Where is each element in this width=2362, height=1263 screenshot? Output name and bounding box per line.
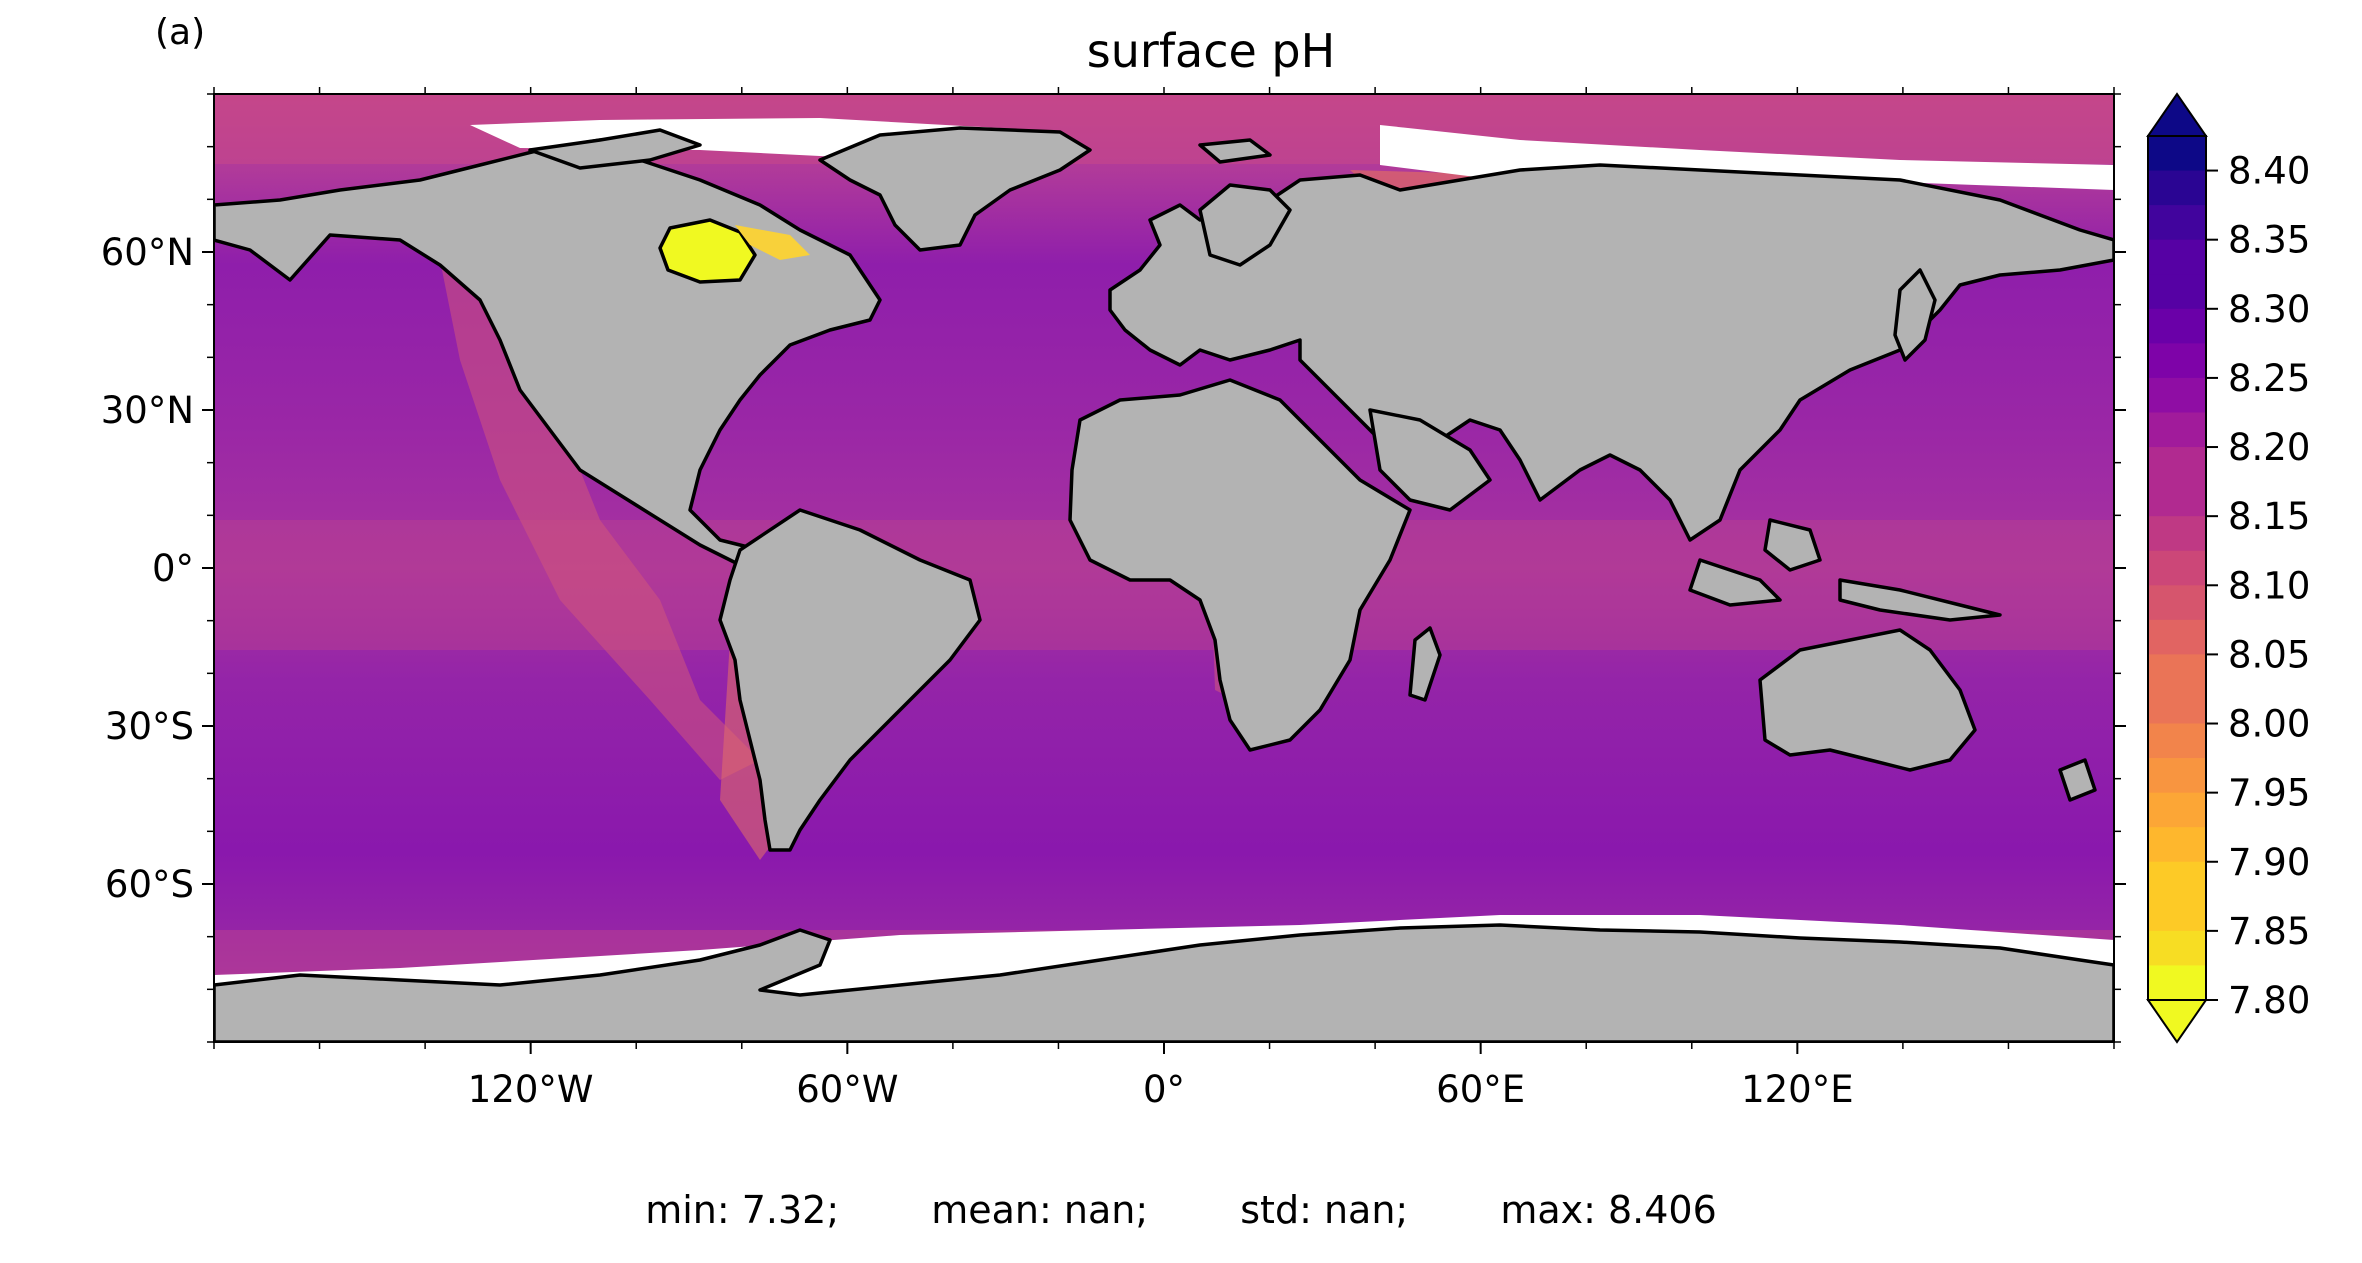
africa xyxy=(1068,378,1412,752)
colorbar-tick-label: 8.00 xyxy=(2228,703,2310,746)
lon-tick-label: 0° xyxy=(1143,1068,1185,1111)
statistics-line: min: 7.32; mean: nan; std: nan; max: 8.4… xyxy=(0,1188,2362,1232)
colorbar: 7.80 7.85 7.90 7.95 8.00 8.05 8.10 8.15 8.20 8.25… xyxy=(2146,92,2310,1044)
south-america xyxy=(718,508,982,852)
stat-min: min: 7.32; xyxy=(645,1188,840,1232)
stat-max: max: 8.406 xyxy=(1500,1188,1717,1232)
colorbar-tick-label: 7.80 xyxy=(2228,979,2310,1022)
colorbar-frame xyxy=(2147,135,2207,1001)
australia xyxy=(1758,628,1977,772)
colorbar-level xyxy=(2148,550,2206,586)
lon-tick-label: 120°E xyxy=(1741,1068,1854,1111)
colorbar-level xyxy=(2148,377,2206,414)
lat-tick-label: 60°N xyxy=(101,231,194,274)
hudson-bay xyxy=(658,218,757,284)
colorbar-level xyxy=(2148,343,2206,379)
lon-tick-label: 60°W xyxy=(796,1068,898,1111)
colorbar-level xyxy=(2148,688,2206,725)
colorbar-tick-label: 8.05 xyxy=(2228,633,2310,676)
colorbar-tick-label: 8.40 xyxy=(2228,150,2310,193)
lon-tick-label: 120°W xyxy=(468,1068,594,1111)
colorbar-tick-label: 8.15 xyxy=(2228,495,2310,538)
colorbar-level xyxy=(2148,723,2206,759)
japan xyxy=(1893,268,1937,362)
colorbar-level xyxy=(2148,792,2206,828)
longitude-axis: 120°W 60°W 0° 60°E 120°E xyxy=(468,1042,1854,1111)
colorbar-tick-label: 7.85 xyxy=(2228,910,2310,953)
colorbar-level xyxy=(2148,516,2206,552)
lat-tick-label: 30°S xyxy=(105,705,194,748)
lat-tick-label: 30°N xyxy=(101,389,194,432)
stat-std: std: nan; xyxy=(1240,1188,1409,1232)
colorbar-level xyxy=(2148,136,2206,172)
colorbar-extend-max xyxy=(2146,92,2208,137)
colorbar-level xyxy=(2148,896,2206,932)
colorbar-level xyxy=(2148,827,2206,863)
panel-label: (a) xyxy=(155,12,206,53)
stat-mean: mean: nan; xyxy=(931,1188,1149,1232)
colorbar-tick-label: 7.90 xyxy=(2228,841,2310,884)
colorbar-tick-label: 8.30 xyxy=(2228,288,2310,331)
colorbar-tick-label: 8.10 xyxy=(2228,564,2310,607)
antarctica xyxy=(214,923,2114,1042)
colorbar-level xyxy=(2148,239,2206,275)
colorbar-level xyxy=(2148,654,2206,690)
colorbar-level xyxy=(2148,447,2206,483)
latitude-axis: 60°N 30°N 0° 30°S 60°S xyxy=(101,231,2126,906)
colorbar-level xyxy=(2148,861,2206,897)
map-title: surface pH xyxy=(1086,24,1336,78)
colorbar-level xyxy=(2148,585,2206,621)
colorbar-level xyxy=(2148,481,2206,517)
colorbar-extend-min xyxy=(2146,999,2208,1044)
colorbar-level xyxy=(2148,619,2206,655)
colorbar-level xyxy=(2148,274,2206,310)
greenland xyxy=(818,126,1092,252)
lat-tick-label: 0° xyxy=(152,547,194,590)
colorbar-level xyxy=(2148,170,2206,206)
minor-ticks xyxy=(207,87,2121,1049)
scandinavia xyxy=(1198,183,1292,267)
colorbar-tick-label: 8.35 xyxy=(2228,219,2310,262)
colorbar-tick-label: 8.20 xyxy=(2228,426,2310,469)
colorbar-tick-label: 7.95 xyxy=(2228,772,2310,815)
colorbar-level xyxy=(2148,930,2206,967)
land xyxy=(214,126,2114,1042)
colorbar-level xyxy=(2148,965,2206,1001)
colorbar-level xyxy=(2148,308,2206,344)
lon-tick-label: 60°E xyxy=(1436,1068,1525,1111)
eurasia xyxy=(1108,163,2114,542)
colorbar-tick-label: 8.25 xyxy=(2228,357,2310,400)
colorbar-level xyxy=(2148,758,2206,794)
colorbar-level xyxy=(2148,412,2206,448)
lat-tick-label: 60°S xyxy=(105,863,194,906)
colorbar-level xyxy=(2148,205,2206,241)
